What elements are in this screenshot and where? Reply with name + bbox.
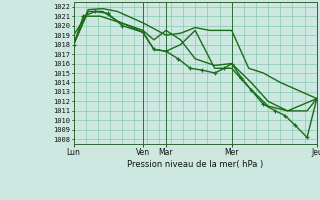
X-axis label: Pression niveau de la mer( hPa ): Pression niveau de la mer( hPa ) [127, 160, 263, 169]
